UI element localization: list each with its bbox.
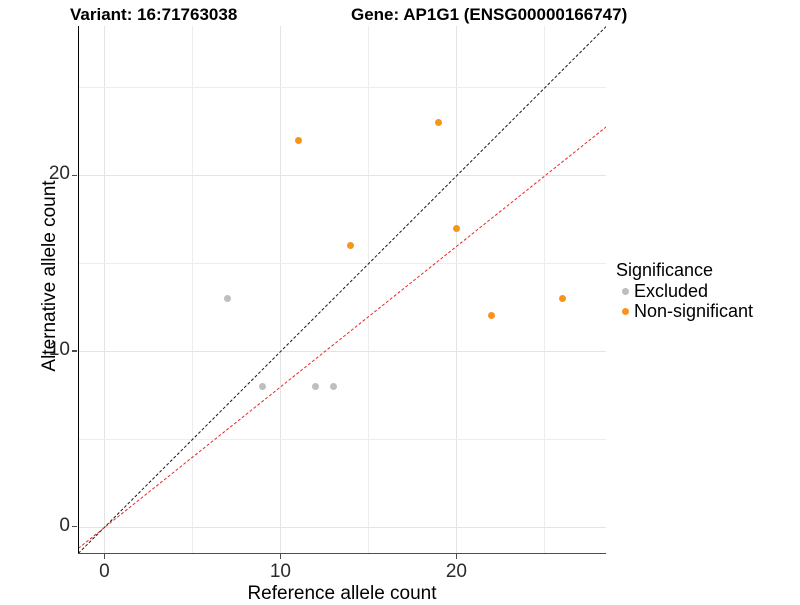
gene-title: Gene: AP1G1 (ENSG00000166747): [351, 5, 628, 24]
x-tick-mark: [279, 554, 281, 559]
gridline-horizontal: [78, 175, 606, 177]
data-point: [259, 382, 267, 390]
y-tick-mark: [72, 350, 77, 352]
y-tick-label: 20: [48, 163, 70, 185]
x-tick-label: 0: [99, 561, 110, 582]
data-point: [294, 136, 302, 144]
gridline-vertical: [368, 26, 370, 553]
gridline-horizontal: [78, 438, 606, 440]
gridline-horizontal: [78, 87, 606, 89]
legend-label: Excluded: [634, 281, 709, 301]
x-axis-line: [78, 553, 606, 555]
gridline-horizontal: [78, 263, 606, 265]
gridline-horizontal: [78, 526, 606, 528]
x-tick-label: 20: [445, 561, 467, 582]
data-point: [329, 382, 337, 390]
data-point: [488, 312, 496, 320]
legend: Significance Excluded Non-significant: [616, 259, 753, 321]
x-tick-label: 10: [269, 561, 291, 582]
gridline-vertical: [104, 26, 106, 553]
legend-item[interactable]: Excluded: [616, 281, 753, 301]
data-point: [347, 242, 355, 250]
variant-title: Variant: 16:71763038: [70, 5, 238, 24]
x-tick-mark: [455, 554, 457, 559]
legend-title: Significance: [616, 260, 714, 280]
legend-items: Excluded Non-significant: [616, 281, 753, 321]
legend-item[interactable]: Non-significant: [616, 301, 753, 321]
gridline-horizontal: [78, 350, 606, 352]
y-axis-line: [78, 26, 80, 554]
x-tick-mark: [103, 554, 105, 559]
reference-line-ratio: [78, 126, 606, 549]
data-point: [558, 294, 566, 302]
gridline-vertical: [456, 26, 458, 553]
plot-panel: [78, 26, 606, 553]
legend-dot-icon: [621, 287, 629, 295]
legend-label: Non-significant: [634, 301, 754, 321]
legend-key-dot-icon: [616, 307, 634, 315]
data-point: [435, 119, 443, 127]
gridline-vertical: [192, 26, 194, 553]
y-tick-label: 0: [59, 514, 70, 536]
data-point: [452, 224, 460, 232]
y-tick-label: 10: [48, 338, 70, 360]
gridline-vertical: [280, 26, 282, 553]
gridline-vertical: [544, 26, 546, 553]
data-point: [312, 382, 320, 390]
legend-key-dot-icon: [616, 287, 634, 295]
y-tick-mark: [72, 174, 77, 176]
data-point: [224, 294, 232, 302]
y-tick-mark: [72, 526, 77, 528]
y-axis-label: Alternative allele count: [39, 180, 60, 372]
x-axis-label: Reference allele count: [247, 583, 437, 604]
reference-line-identity: [78, 26, 606, 553]
legend-dot-icon: [621, 307, 629, 315]
